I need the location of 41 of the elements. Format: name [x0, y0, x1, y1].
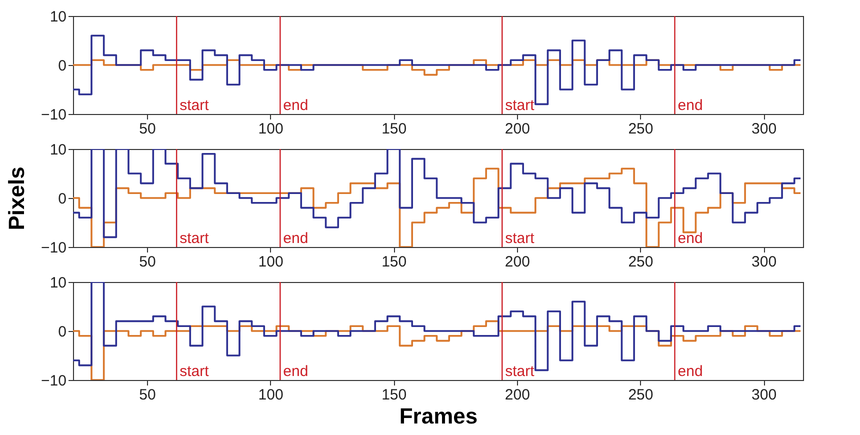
ref-line-label: end: [283, 363, 308, 380]
ref-line-label: start: [180, 230, 210, 247]
y-tick-label: 0: [58, 324, 66, 340]
x-tick-label: 200: [504, 386, 530, 404]
ref-line-label: start: [505, 97, 536, 114]
y-tick-label: 10: [50, 274, 66, 292]
ref-line-label: end: [678, 230, 703, 247]
y-axis-title: Pixels: [4, 166, 30, 230]
x-tick-label: 250: [628, 254, 654, 270]
ref-line-label: start: [505, 363, 536, 380]
x-tick-label: 50: [139, 120, 156, 138]
x-tick-label: 200: [504, 254, 530, 270]
x-tick-label: 150: [382, 254, 407, 270]
x-tick-label: 250: [628, 386, 654, 404]
ref-line-label: end: [283, 230, 308, 247]
ref-line-label: start: [505, 230, 536, 247]
x-tick-label: 250: [628, 120, 654, 138]
ref-line-label: end: [678, 97, 703, 114]
x-tick-label: 150: [382, 120, 407, 138]
ref-line-label: end: [678, 363, 703, 380]
x-axis-title: Frames: [399, 404, 478, 428]
x-tick-label: 100: [258, 254, 284, 270]
y-tick-label: 0: [58, 190, 66, 208]
x-tick-label: 100: [258, 386, 284, 404]
y-tick-label: −10: [41, 240, 66, 256]
ref-line-label: end: [283, 97, 308, 114]
ref-line-label: start: [180, 97, 210, 114]
y-tick-label: −10: [41, 372, 66, 390]
y-tick-label: 0: [58, 58, 66, 74]
y-tick-label: 10: [50, 142, 66, 158]
x-tick-label: 50: [139, 254, 156, 270]
y-tick-label: −10: [41, 106, 66, 124]
x-tick-label: 300: [752, 386, 777, 404]
x-tick-label: 50: [139, 386, 156, 404]
x-tick-label: 200: [504, 120, 530, 138]
x-tick-label: 300: [752, 254, 777, 270]
x-tick-label: 100: [258, 120, 284, 138]
y-tick-label: 10: [50, 8, 66, 26]
x-tick-label: 150: [382, 386, 407, 404]
x-tick-label: 300: [752, 120, 777, 138]
ref-line-label: start: [180, 363, 210, 380]
